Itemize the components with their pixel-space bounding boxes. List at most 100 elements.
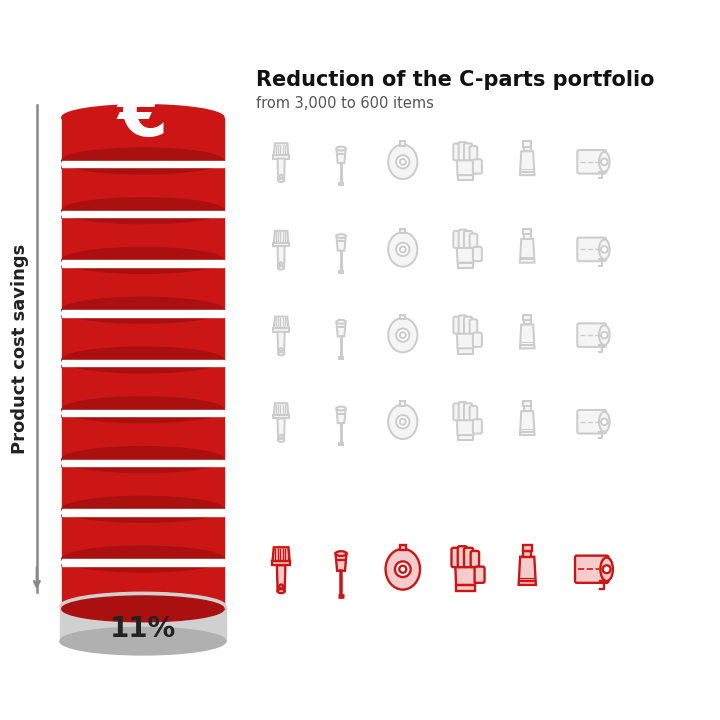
Polygon shape <box>272 547 289 562</box>
Ellipse shape <box>278 266 284 269</box>
Bar <box>523 545 532 552</box>
Bar <box>62 509 224 516</box>
Ellipse shape <box>388 318 418 352</box>
FancyBboxPatch shape <box>469 146 477 161</box>
Polygon shape <box>455 565 476 585</box>
Ellipse shape <box>336 234 346 238</box>
Polygon shape <box>277 418 284 441</box>
Ellipse shape <box>62 496 224 522</box>
Ellipse shape <box>62 155 224 180</box>
Polygon shape <box>274 317 289 328</box>
Bar <box>62 310 224 317</box>
Polygon shape <box>336 554 346 571</box>
FancyBboxPatch shape <box>473 419 482 433</box>
FancyBboxPatch shape <box>464 548 473 567</box>
Circle shape <box>396 243 410 256</box>
FancyBboxPatch shape <box>459 402 467 420</box>
Polygon shape <box>336 322 346 336</box>
Polygon shape <box>277 332 284 354</box>
Bar <box>457 263 474 268</box>
Ellipse shape <box>599 325 610 345</box>
Circle shape <box>400 419 406 425</box>
Bar <box>62 167 224 211</box>
FancyBboxPatch shape <box>469 406 477 420</box>
Ellipse shape <box>388 145 418 179</box>
Ellipse shape <box>385 549 420 590</box>
Bar <box>62 211 224 217</box>
Polygon shape <box>274 143 289 156</box>
Bar <box>523 552 531 557</box>
Ellipse shape <box>62 397 224 423</box>
Bar <box>523 401 531 407</box>
Ellipse shape <box>599 240 610 259</box>
Circle shape <box>396 328 410 342</box>
Circle shape <box>396 156 410 168</box>
Ellipse shape <box>62 248 224 274</box>
Ellipse shape <box>62 453 224 479</box>
Circle shape <box>603 565 611 573</box>
FancyBboxPatch shape <box>458 546 467 567</box>
Ellipse shape <box>388 232 418 266</box>
Bar <box>400 229 405 233</box>
Polygon shape <box>457 158 474 175</box>
FancyBboxPatch shape <box>464 143 472 161</box>
Ellipse shape <box>62 403 224 429</box>
Bar <box>400 401 405 406</box>
Ellipse shape <box>336 407 346 410</box>
Polygon shape <box>336 408 346 423</box>
Polygon shape <box>274 403 289 415</box>
Ellipse shape <box>278 438 284 442</box>
FancyBboxPatch shape <box>451 548 461 567</box>
Ellipse shape <box>62 198 224 224</box>
Ellipse shape <box>62 254 224 280</box>
Circle shape <box>400 566 406 572</box>
Polygon shape <box>277 158 284 181</box>
Bar <box>62 117 224 161</box>
Polygon shape <box>520 325 534 348</box>
Ellipse shape <box>60 593 226 620</box>
Circle shape <box>279 435 283 438</box>
Ellipse shape <box>62 347 224 373</box>
Bar <box>62 459 224 466</box>
Text: Product cost savings: Product cost savings <box>12 243 30 454</box>
Circle shape <box>279 585 283 588</box>
Polygon shape <box>336 236 346 251</box>
Circle shape <box>601 418 608 425</box>
Circle shape <box>400 159 406 165</box>
Ellipse shape <box>62 546 224 572</box>
Bar <box>62 360 224 366</box>
Circle shape <box>395 562 410 577</box>
Ellipse shape <box>278 179 284 182</box>
FancyBboxPatch shape <box>459 142 467 161</box>
FancyBboxPatch shape <box>469 233 477 248</box>
Circle shape <box>601 332 608 338</box>
Text: €: € <box>118 82 168 150</box>
Bar <box>400 315 405 319</box>
Text: from 3,000 to 600 items: from 3,000 to 600 items <box>256 96 434 112</box>
Bar <box>274 415 289 418</box>
Bar <box>274 328 289 332</box>
Ellipse shape <box>62 354 224 379</box>
FancyBboxPatch shape <box>454 403 462 420</box>
Polygon shape <box>457 418 474 435</box>
Bar <box>523 229 531 234</box>
Bar <box>62 267 224 310</box>
FancyBboxPatch shape <box>577 323 606 347</box>
Bar <box>62 565 224 609</box>
Bar <box>400 545 406 550</box>
FancyBboxPatch shape <box>473 159 482 174</box>
Ellipse shape <box>278 352 284 356</box>
Circle shape <box>396 415 410 428</box>
Bar <box>62 416 224 459</box>
FancyBboxPatch shape <box>454 231 462 248</box>
Bar <box>457 175 474 181</box>
Bar <box>457 348 474 354</box>
Ellipse shape <box>62 204 224 230</box>
Bar <box>524 320 531 325</box>
FancyBboxPatch shape <box>464 403 472 420</box>
Ellipse shape <box>62 553 224 578</box>
Ellipse shape <box>278 589 284 593</box>
Bar <box>62 516 224 559</box>
Ellipse shape <box>599 412 610 432</box>
FancyBboxPatch shape <box>464 231 472 248</box>
